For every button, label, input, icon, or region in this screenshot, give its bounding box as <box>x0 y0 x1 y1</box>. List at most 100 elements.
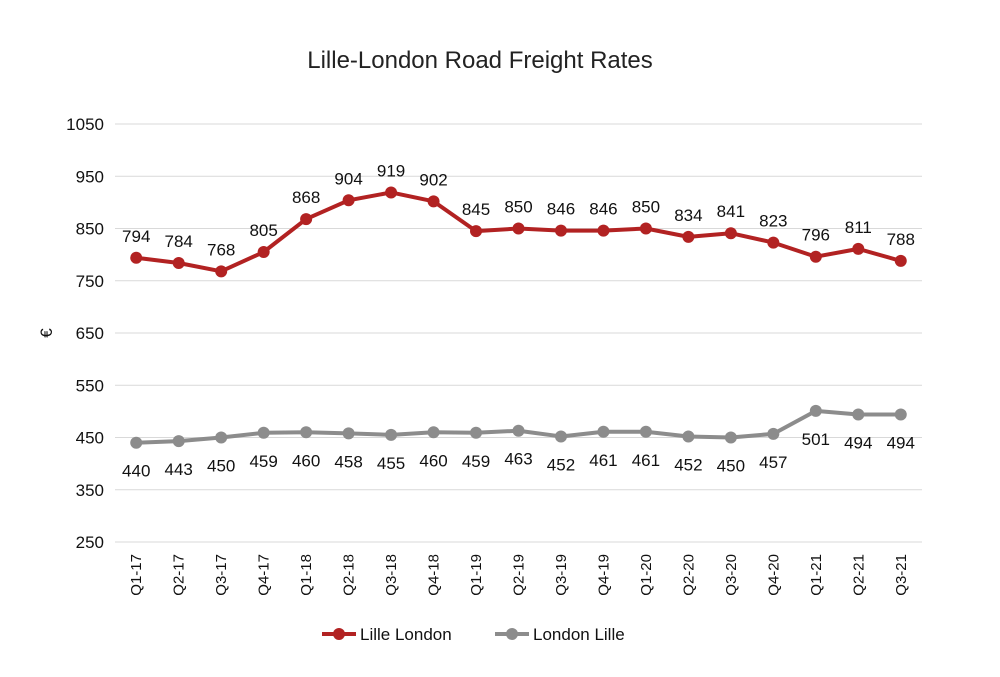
data-label: 452 <box>674 455 702 474</box>
legend-marker <box>333 628 345 640</box>
x-tick-label: Q3-20 <box>723 554 740 596</box>
x-tick-label: Q2-18 <box>341 554 358 596</box>
data-label: 846 <box>589 200 617 219</box>
data-label: 452 <box>547 455 575 474</box>
data-label: 902 <box>419 170 447 189</box>
legend-label: Lille London <box>360 625 452 644</box>
data-label: 805 <box>249 221 277 240</box>
data-point <box>597 224 610 237</box>
data-point <box>852 408 865 421</box>
data-point <box>894 408 907 421</box>
data-point <box>257 246 270 259</box>
x-tick-label: Q1-21 <box>808 554 825 596</box>
legend-item-0: Lille London <box>322 625 452 644</box>
data-point <box>300 213 313 226</box>
data-point <box>809 404 822 417</box>
data-label: 440 <box>122 462 150 481</box>
data-label: 796 <box>802 226 830 245</box>
data-point <box>767 236 780 249</box>
data-point <box>342 427 355 440</box>
data-label: 455 <box>377 454 405 473</box>
data-label: 494 <box>844 434 872 453</box>
data-point <box>512 424 525 437</box>
data-point <box>682 430 695 443</box>
data-point <box>130 436 143 449</box>
data-label: 788 <box>887 230 915 249</box>
x-tick-label: Q4-17 <box>256 554 273 596</box>
data-label: 461 <box>632 451 660 470</box>
data-label: 850 <box>632 198 660 217</box>
data-point <box>385 428 398 441</box>
legend: Lille London London Lille <box>322 625 625 644</box>
data-label: 458 <box>334 452 362 471</box>
data-point <box>767 427 780 440</box>
x-tick-label: Q3-17 <box>213 554 230 596</box>
y-tick-label: 1050 <box>66 115 104 134</box>
data-label: 850 <box>504 198 532 217</box>
y-tick-label: 950 <box>76 167 104 186</box>
x-tick-label: Q2-21 <box>850 554 867 596</box>
y-tick-label: 750 <box>76 272 104 291</box>
data-point <box>342 194 355 207</box>
x-axis-ticks: Q1-17 Q2-17 Q3-17 Q4-17 Q1-18 Q2-18 Q3-18 Q4-18… <box>128 554 910 596</box>
x-tick-label: Q2-19 <box>511 554 528 596</box>
series-layer: 794 784 768 805 868 904 919 902 845 850 846 846 850 8… <box>122 161 915 480</box>
x-tick-label: Q3-19 <box>553 554 570 596</box>
data-point <box>682 230 695 243</box>
data-point <box>172 256 185 269</box>
data-point <box>215 265 228 278</box>
data-point <box>427 426 440 439</box>
y-axis-label: € <box>37 328 56 338</box>
series-0: 794 784 768 805 868 904 919 902 845 850 846 846 850 8… <box>122 161 915 278</box>
y-tick-label: 450 <box>76 429 104 448</box>
data-label: 823 <box>759 212 787 231</box>
data-label: 845 <box>462 200 490 219</box>
x-tick-label: Q1-20 <box>638 554 655 596</box>
data-label: 457 <box>759 453 787 472</box>
data-label: 868 <box>292 188 320 207</box>
data-point <box>427 195 440 208</box>
data-label: 459 <box>249 452 277 471</box>
y-tick-label: 350 <box>76 481 104 500</box>
data-point <box>639 425 652 438</box>
data-point <box>639 222 652 235</box>
data-label: 461 <box>589 451 617 470</box>
data-label: 494 <box>887 434 915 453</box>
data-point <box>852 242 865 255</box>
data-label: 841 <box>717 202 745 221</box>
data-point <box>894 254 907 267</box>
x-tick-label: Q2-20 <box>680 554 697 596</box>
x-tick-label: Q1-18 <box>298 554 315 596</box>
data-label: 919 <box>377 161 405 180</box>
x-tick-label: Q1-19 <box>468 554 485 596</box>
data-point <box>809 250 822 263</box>
data-label: 784 <box>165 232 193 251</box>
data-label: 459 <box>462 452 490 471</box>
data-label: 450 <box>207 457 235 476</box>
data-point <box>554 430 567 443</box>
data-label: 501 <box>802 430 830 449</box>
data-point <box>385 186 398 199</box>
x-tick-label: Q4-20 <box>765 554 782 596</box>
data-point <box>257 426 270 439</box>
data-point <box>300 426 313 439</box>
x-tick-label: Q3-21 <box>893 554 910 596</box>
x-tick-label: Q4-18 <box>426 554 443 596</box>
legend-item-1: London Lille <box>495 625 625 644</box>
data-point <box>597 425 610 438</box>
data-point <box>724 227 737 240</box>
data-label: 794 <box>122 227 150 246</box>
y-tick-label: 250 <box>76 533 104 552</box>
data-point <box>130 251 143 264</box>
gridlines <box>115 123 922 543</box>
data-label: 450 <box>717 457 745 476</box>
data-point <box>470 225 483 238</box>
data-label: 460 <box>419 451 447 470</box>
data-label: 768 <box>207 240 235 259</box>
data-label: 904 <box>334 169 362 188</box>
data-point <box>512 222 525 235</box>
y-tick-label: 550 <box>76 376 104 395</box>
data-point <box>554 224 567 237</box>
chart-title: Lille-London Road Freight Rates <box>307 47 653 74</box>
data-label: 846 <box>547 200 575 219</box>
